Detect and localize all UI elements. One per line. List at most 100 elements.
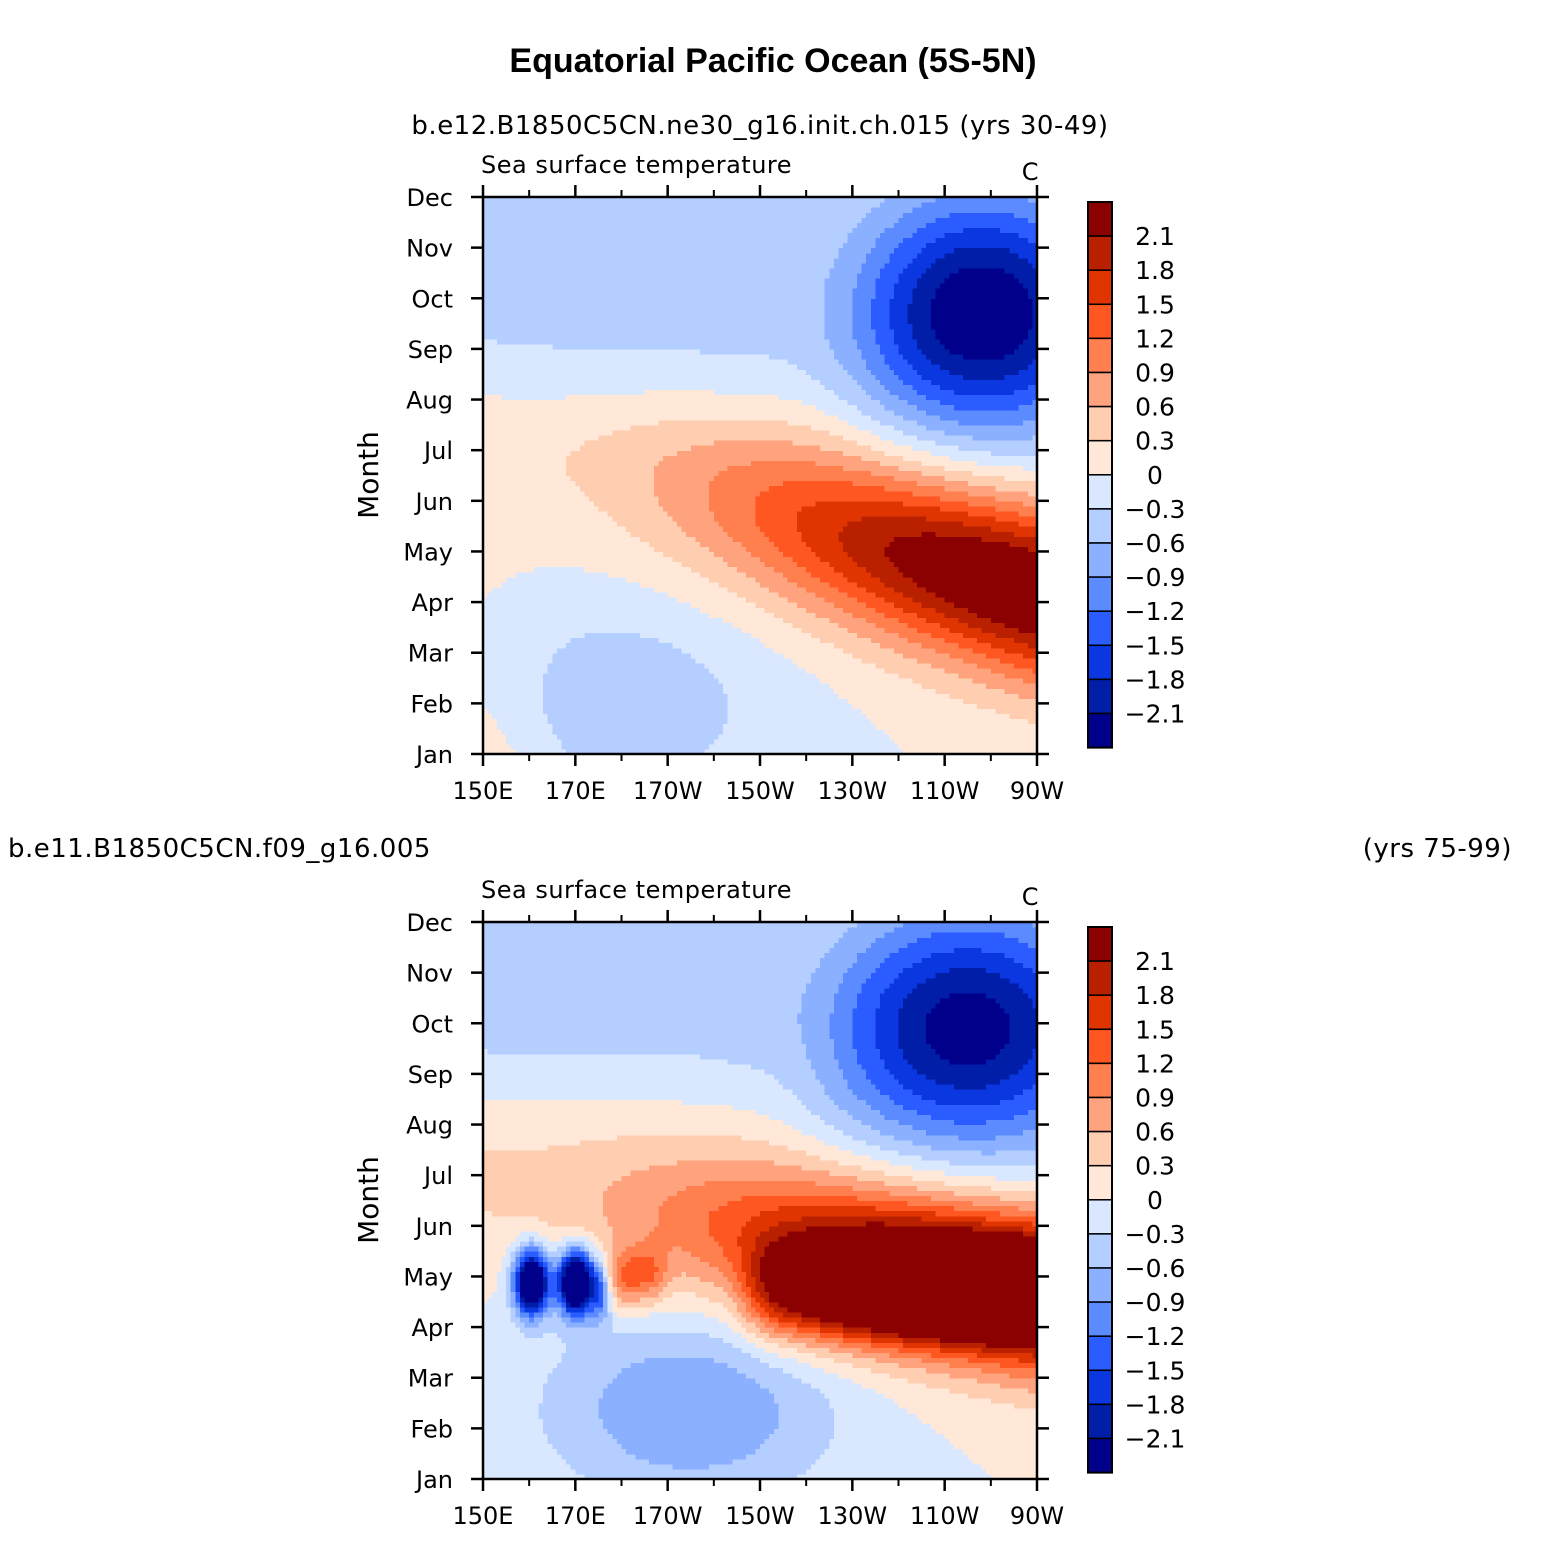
contour-cell [681, 531, 687, 537]
contour-cell [658, 222, 664, 228]
contour-cell [492, 551, 498, 558]
contour-cell [593, 495, 600, 502]
contour-cell [524, 612, 530, 618]
contour-cell [621, 278, 627, 284]
contour-cell [579, 678, 586, 684]
contour-cell [612, 424, 618, 431]
contour-cell [552, 267, 558, 274]
contour-cell [483, 419, 489, 426]
contour-cell [552, 748, 558, 755]
contour-cell [543, 247, 549, 254]
contour-cell [663, 657, 669, 664]
contour-cell [538, 197, 544, 203]
contour-cell [626, 647, 632, 654]
contour-cell [672, 688, 678, 694]
contour-cell [681, 526, 687, 532]
contour-cell [492, 657, 498, 664]
contour-cell [663, 338, 669, 345]
contour-cell [626, 262, 632, 269]
contour-cell [672, 348, 678, 355]
contour-cell [533, 607, 539, 613]
contour-cell [639, 526, 646, 532]
contour-cell [612, 262, 618, 269]
contour-cell [515, 475, 521, 482]
contour-cell [519, 267, 526, 274]
contour-cell [506, 333, 512, 340]
contour-cell [533, 561, 539, 568]
contour-cell [556, 343, 563, 350]
contour-cell [496, 262, 503, 269]
contour-cell [639, 637, 646, 644]
contour-cell [672, 202, 678, 208]
contour-cell [524, 718, 530, 725]
contour-cell [603, 262, 609, 269]
contour-cell [566, 632, 572, 639]
contour-cell [658, 647, 664, 654]
contour-cell [556, 597, 563, 603]
contour-cell [686, 298, 692, 304]
contour-cell [492, 627, 498, 634]
contour-cell [630, 197, 636, 203]
contour-cell [667, 510, 673, 517]
contour-cell [487, 343, 493, 350]
contour-cell [653, 556, 660, 563]
contour-cell [621, 460, 627, 466]
contour-cell [630, 313, 636, 320]
contour-cell [561, 394, 567, 401]
contour-cell [487, 207, 493, 213]
contour-cell [533, 571, 539, 578]
contour-cell [552, 536, 558, 542]
contour-cell [552, 343, 558, 350]
contour-cell [519, 257, 526, 264]
contour-cell [570, 688, 576, 694]
contour-cell [603, 419, 609, 426]
contour-cell [533, 414, 539, 421]
contour-cell [570, 348, 576, 355]
contour-cell [538, 404, 544, 411]
contour-cell [607, 738, 613, 745]
contour-cell [686, 197, 692, 203]
contour-cell [626, 541, 632, 547]
contour-cell [653, 318, 660, 325]
contour-cell [676, 662, 683, 669]
contour-cell [639, 242, 646, 249]
contour-cell [519, 627, 526, 634]
contour-cell [566, 672, 572, 679]
contour-cell [501, 450, 507, 456]
contour-cell [570, 252, 576, 259]
contour-cell [616, 561, 623, 568]
contour-cell [515, 495, 521, 502]
contour-cell [561, 703, 567, 710]
contour-cell [533, 733, 539, 740]
contour-cell [603, 480, 609, 487]
contour-cell [487, 242, 493, 249]
contour-cell [519, 748, 526, 755]
contour-cell [584, 338, 590, 345]
contour-cell [501, 470, 507, 477]
contour-cell [626, 556, 632, 563]
contour-cell [501, 298, 507, 304]
contour-cell [561, 571, 567, 578]
contour-cell [529, 379, 535, 385]
contour-cell [644, 647, 650, 654]
contour-cell [598, 617, 604, 623]
contour-cell [515, 257, 521, 264]
contour-cell [672, 703, 678, 710]
contour-cell [533, 708, 539, 715]
contour-cell [639, 429, 646, 436]
contour-cell [607, 440, 613, 446]
contour-cell [593, 748, 600, 755]
contour-cell [607, 485, 613, 492]
contour-cell [575, 678, 581, 684]
contour-cell [621, 652, 627, 659]
contour-cell [533, 662, 539, 669]
contour-cell [570, 541, 576, 547]
contour-cell [589, 475, 595, 482]
contour-cell [635, 399, 641, 406]
contour-cell [529, 424, 535, 431]
contour-cell [561, 490, 567, 497]
contour-cell [649, 303, 655, 309]
contour-cell [496, 429, 503, 436]
contour-cell [630, 541, 636, 547]
contour-cell [639, 272, 646, 279]
